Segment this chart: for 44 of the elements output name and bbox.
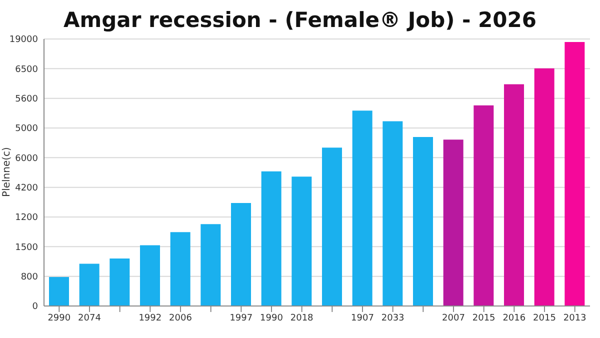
bar — [504, 84, 524, 306]
bar — [443, 140, 464, 306]
bar — [534, 68, 554, 306]
bar — [261, 171, 282, 306]
bar — [413, 137, 433, 306]
bar — [200, 224, 221, 306]
x-tick-label: 1907 — [351, 313, 374, 324]
chart-title: Amgar recession - (Female® Job) - 2026 — [62, 8, 538, 32]
bar — [564, 42, 585, 306]
text: 4200 — [15, 183, 38, 194]
bar — [79, 264, 100, 306]
x-tick-label: 2016 — [502, 313, 526, 324]
x-tick-label: 2015 — [533, 313, 556, 324]
bar — [292, 176, 312, 306]
y-axis-title: Plelnne(c) — [2, 147, 12, 197]
bar — [231, 203, 251, 306]
text: 6500 — [15, 64, 38, 75]
x-tick-label: 1992 — [138, 313, 162, 324]
bar — [140, 245, 160, 306]
text: 0 — [32, 302, 38, 312]
x-tick-label: 2074 — [78, 313, 102, 324]
x-tick-label: 2013 — [563, 313, 586, 324]
text: 800 — [20, 272, 38, 282]
bar — [170, 232, 190, 306]
bar — [474, 105, 494, 306]
x-tick-label: 2990 — [48, 313, 71, 324]
text: 5000 — [15, 124, 38, 134]
bar — [382, 121, 403, 306]
bar — [352, 110, 372, 306]
x-tick-label: 2033 — [381, 313, 404, 324]
x-tick-label: 2007 — [442, 313, 465, 324]
x-tick-label: 2006 — [169, 313, 192, 324]
text: 5600 — [15, 94, 38, 104]
text: 19000 — [9, 35, 38, 46]
text: 1500 — [15, 242, 38, 253]
bar — [110, 258, 130, 306]
x-tick-label: 1990 — [260, 313, 284, 324]
bar — [322, 148, 342, 306]
bar — [49, 276, 69, 306]
x-tick-label: 2018 — [290, 313, 314, 324]
text: 1200 — [15, 213, 38, 224]
x-tick-label: 2015 — [472, 313, 496, 324]
x-tick-label: 1997 — [230, 313, 253, 324]
text: 6000 — [15, 154, 38, 164]
